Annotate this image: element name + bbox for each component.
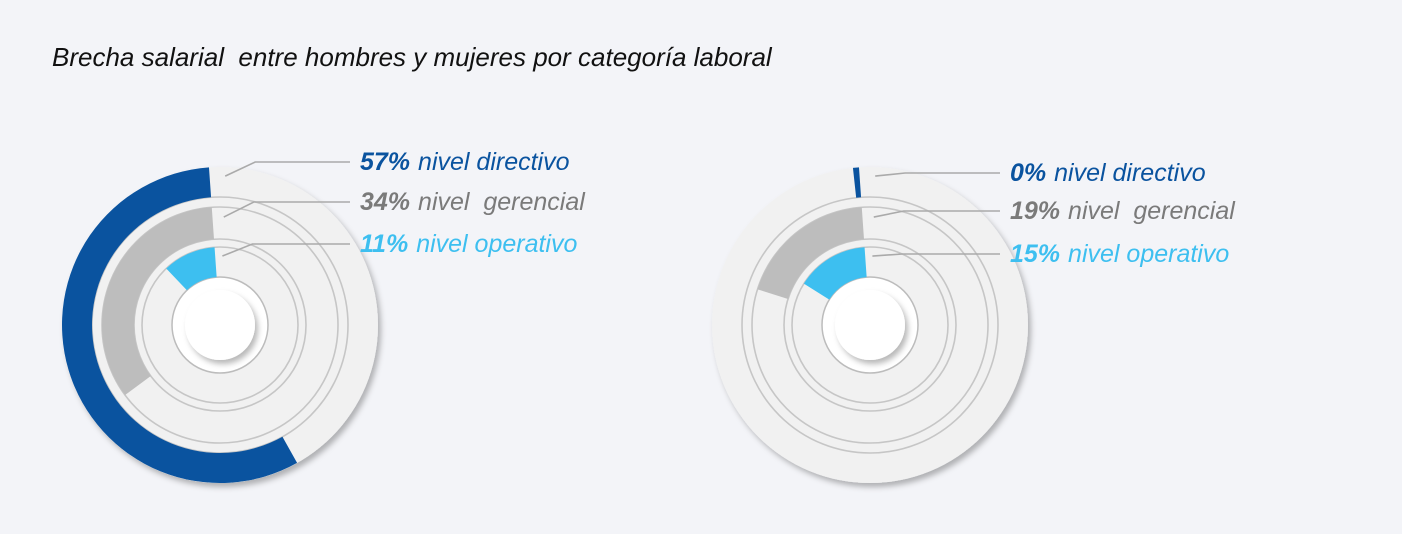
bar-operativo: [166, 247, 217, 291]
data-label-percent: 0%: [1010, 159, 1046, 187]
data-label-gerencial: 34% nivel gerencial: [360, 188, 586, 216]
bar-gerencial: [757, 207, 865, 299]
leader-line-gerencial: [873, 210, 1000, 218]
center-hole-inner: [835, 290, 905, 360]
ring-guide-line: [791, 246, 949, 404]
data-label-operativo: 15% nivel operativo: [1010, 240, 1229, 268]
radial-chart-right: 0% nivel directivo 19% nivel gerencial 15% ni…: [712, 159, 1236, 483]
radial-chart-left: 57% nivel directivo 34% nivel gerencial 11% n…: [62, 148, 586, 483]
leader-line-gerencial: [223, 201, 350, 218]
data-label-directivo: 57% nivel directivo: [360, 148, 570, 176]
bar-directivo: [852, 167, 862, 198]
data-label-percent: 15%: [1010, 240, 1060, 268]
data-label-text: nivel directivo: [418, 148, 570, 176]
center-hole-inner: [185, 290, 255, 360]
leader-line-directivo: [224, 161, 350, 177]
ring-guide-line: [751, 206, 989, 444]
data-label-text: nivel gerencial: [418, 188, 586, 216]
leader-line-operativo: [872, 253, 1000, 257]
bar-operativo: [803, 247, 867, 300]
ring-guide-line: [141, 246, 299, 404]
data-label-percent: 19%: [1010, 197, 1060, 225]
data-label-percent: 11%: [360, 230, 408, 258]
ring-guide-line: [741, 196, 999, 454]
data-label-text: nivel operativo: [416, 230, 577, 258]
ring-guide-line: [783, 238, 957, 412]
data-label-directivo: 0% nivel directivo: [1010, 159, 1206, 187]
bar-directivo: [62, 167, 298, 483]
data-label-percent: 34%: [360, 188, 410, 216]
data-label-text: nivel operativo: [1068, 240, 1229, 268]
data-label-text: nivel directivo: [1054, 159, 1206, 187]
data-label-percent: 57%: [360, 148, 410, 176]
data-label-operativo: 11% nivel operativo: [360, 230, 577, 258]
leader-line-operativo: [222, 243, 350, 257]
chart-title: Brecha salarial entre hombres y mujeres …: [52, 42, 772, 72]
leader-line-directivo: [875, 172, 1000, 177]
data-label-gerencial: 19% nivel gerencial: [1010, 197, 1236, 225]
data-label-text: nivel gerencial: [1068, 197, 1236, 225]
bar-gerencial: [101, 207, 215, 396]
